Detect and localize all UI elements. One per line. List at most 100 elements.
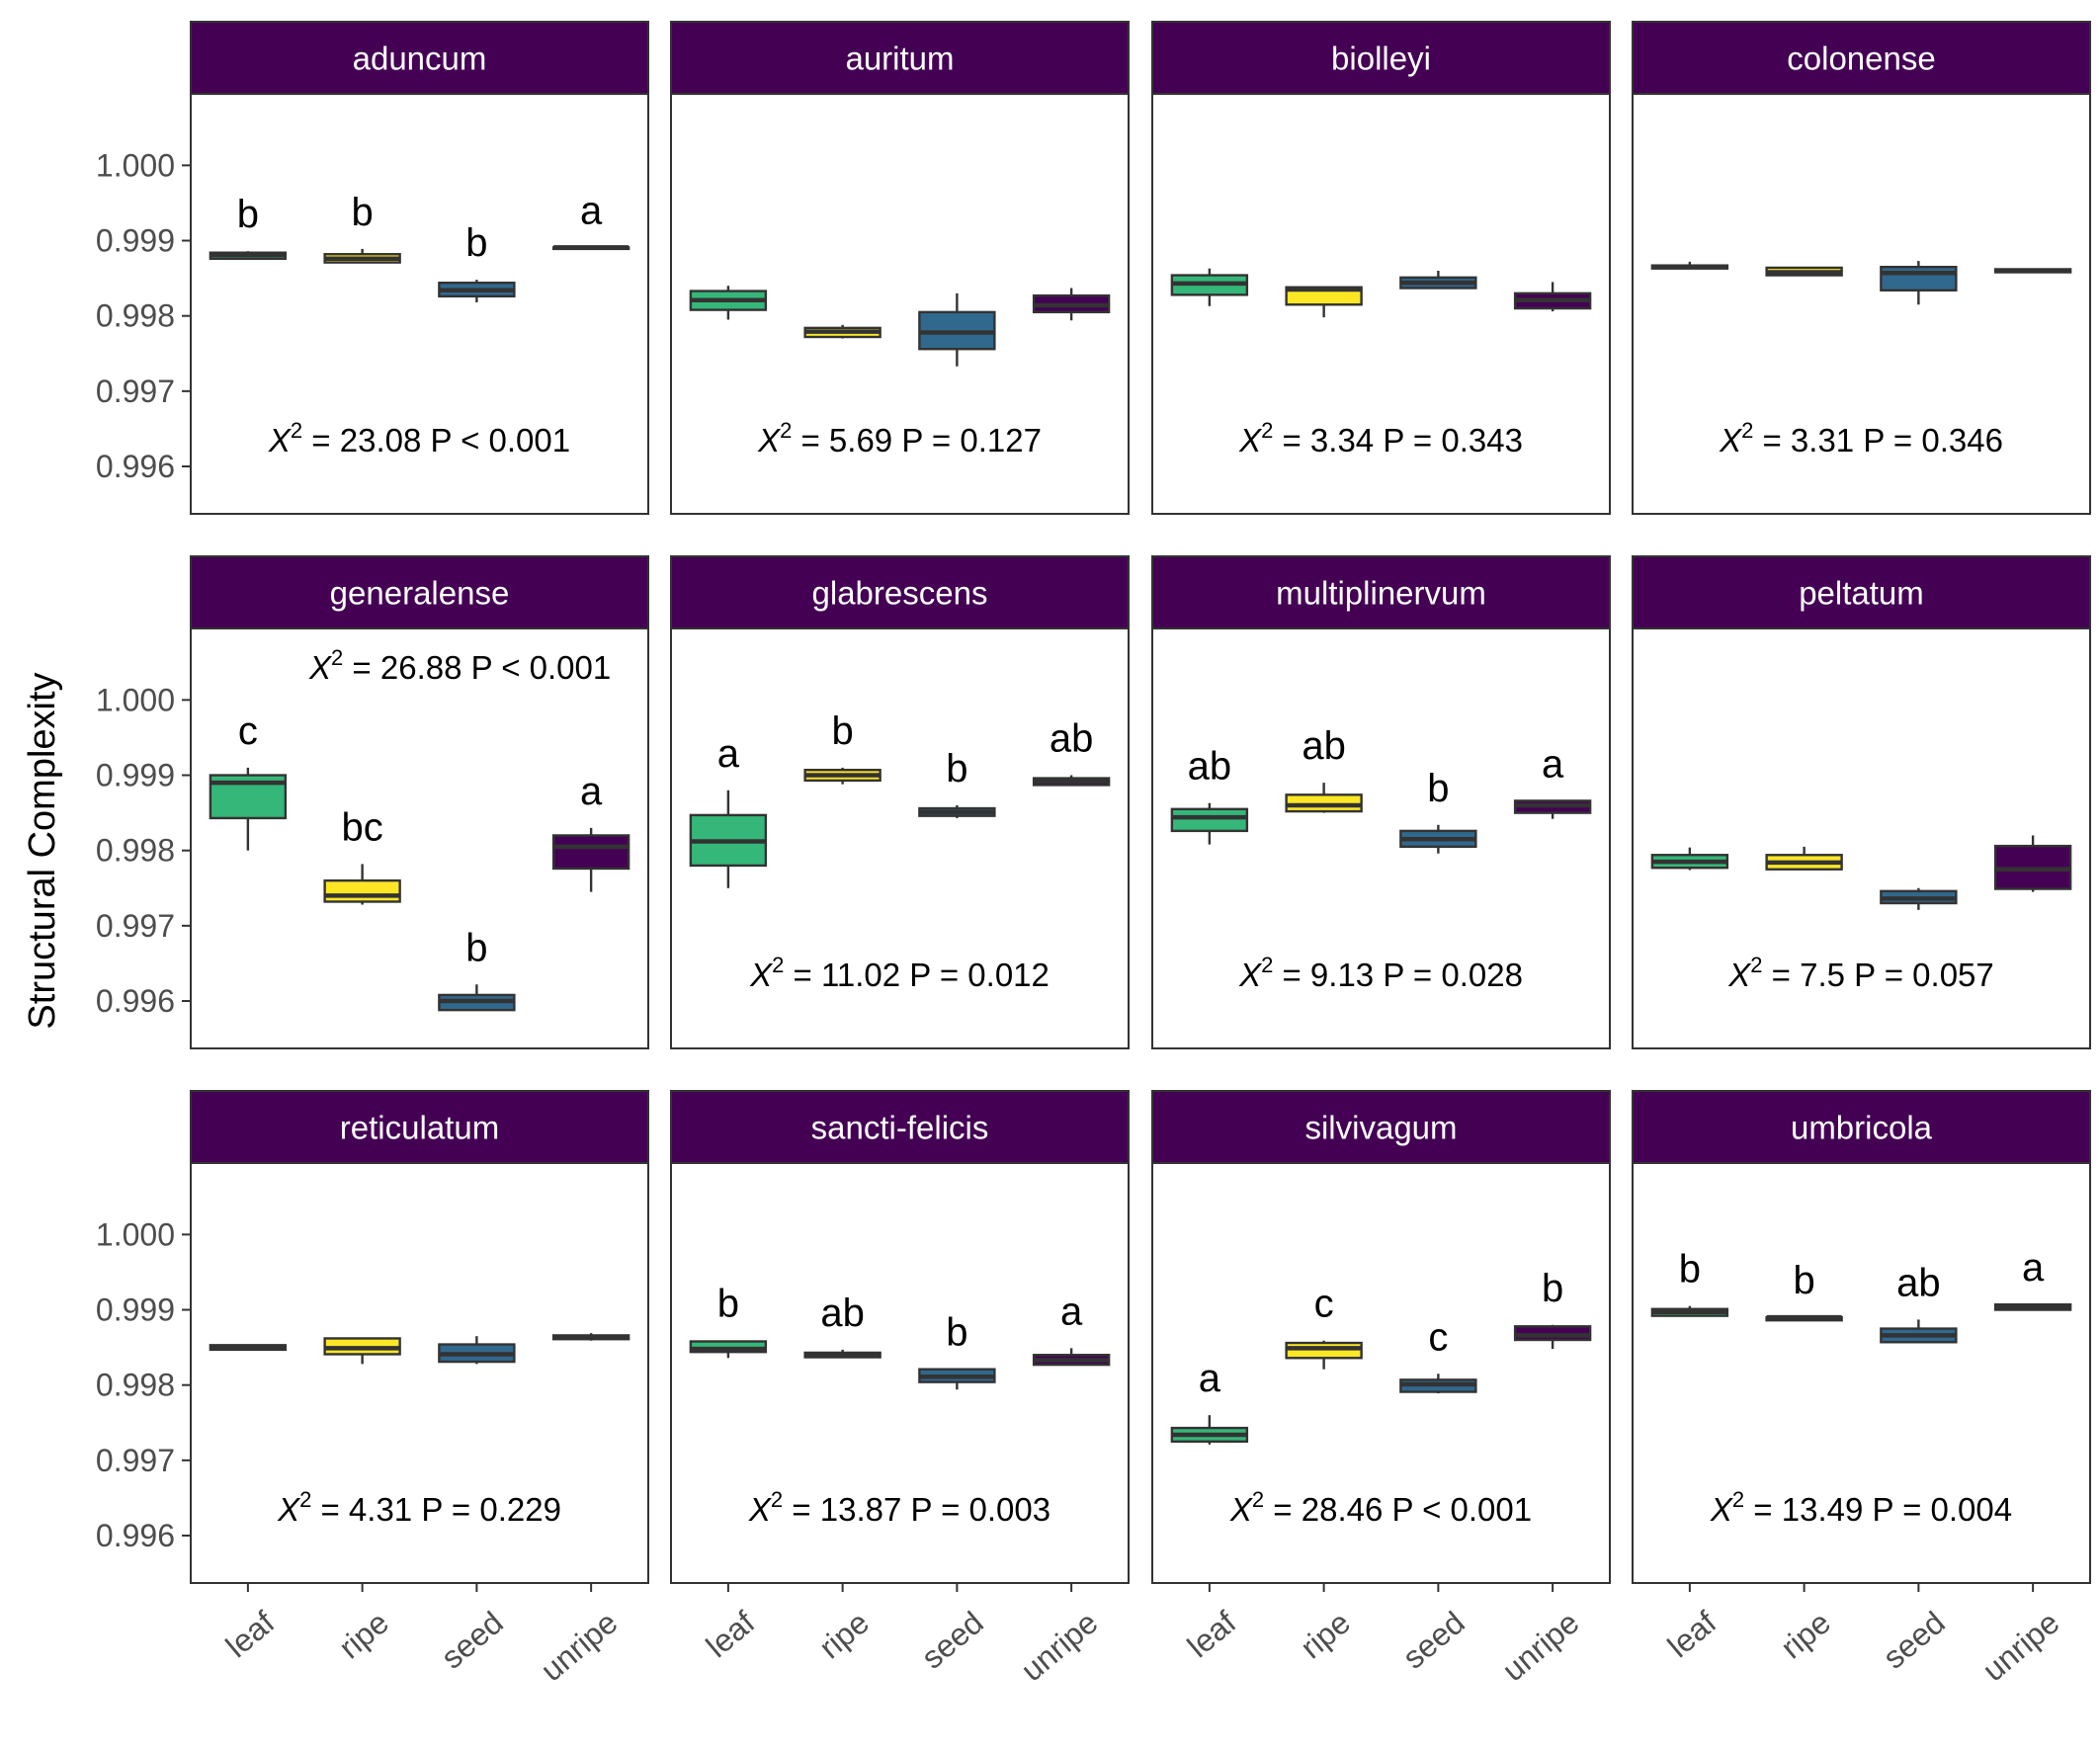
chi-symbol: X [757, 422, 782, 458]
box-unripe: a [1993, 1246, 2072, 1311]
chi-value: = 13.49 P = 0.004 [1744, 1491, 2012, 1528]
box-seed: b [438, 926, 516, 1012]
chi-value: = 26.88 P < 0.001 [343, 649, 611, 686]
box-leaf [209, 1344, 288, 1352]
chi-superscript: 2 [1732, 1487, 1744, 1512]
box-seed: b [1399, 767, 1477, 854]
box-iqr [1285, 1341, 1363, 1360]
y-tick-label: 0.999 [96, 1292, 175, 1328]
panel-frame [1632, 93, 2091, 515]
chi-square-annotation: X2 = 26.88 P < 0.001 [308, 645, 611, 686]
significance-letter: b [1542, 1267, 1563, 1310]
chi-value: = 13.87 P = 0.003 [783, 1491, 1050, 1528]
chi-symbol: X [1238, 422, 1263, 458]
strip-label: umbricola [1791, 1110, 1933, 1146]
chi-symbol: X [749, 957, 774, 993]
chi-value: = 23.08 P < 0.001 [302, 422, 570, 458]
box-ripe: ab [803, 1292, 882, 1359]
chi-value: = 28.46 P < 0.001 [1264, 1491, 1532, 1528]
chi-superscript: 2 [331, 645, 343, 670]
strip-reticulatum [190, 1090, 649, 1164]
chi-square-annotation: X2 = 13.49 P = 0.004 [1710, 1487, 2012, 1528]
significance-letter: a [717, 732, 740, 776]
chi-symbol: X [1710, 1491, 1734, 1528]
strip-label: aduncum [353, 41, 487, 77]
significance-letter: b [465, 221, 487, 265]
chi-superscript: 2 [780, 418, 792, 443]
chi-square-annotation: X2 = 13.87 P = 0.003 [748, 1487, 1050, 1528]
strip-label: biolleyi [1331, 41, 1431, 77]
box-iqr [1513, 1325, 1592, 1342]
significance-letter: b [946, 747, 967, 791]
panel-frame [190, 93, 649, 515]
significance-letter: a [1542, 742, 1564, 786]
box-ripe [1765, 846, 1843, 871]
box-iqr [1880, 265, 1958, 292]
box-ripe [1285, 286, 1363, 318]
y-axis-row-1: 0.996 0.997 0.998 0.999 1.000 [96, 147, 191, 484]
box-ripe [1765, 266, 1843, 277]
chi-superscript: 2 [1741, 418, 1753, 443]
box-iqr [1170, 807, 1249, 833]
chi-square-annotation: X2 = 23.08 P < 0.001 [268, 418, 570, 458]
chi-superscript: 2 [1252, 1487, 1264, 1512]
box-seed [1399, 270, 1477, 290]
strip-aduncum [190, 21, 649, 95]
significance-letter: b [352, 191, 374, 234]
panel-frame [1632, 627, 2091, 1049]
box-unripe [1032, 288, 1111, 321]
panel-frame [190, 1162, 649, 1584]
box-ripe [803, 324, 882, 339]
facet-panel-aduncum: aduncum b b b a X2 = 23.08 P < 0.001 [190, 21, 649, 515]
chi-superscript: 2 [771, 1487, 783, 1512]
box-iqr [1285, 793, 1363, 813]
box-leaf: a [689, 732, 768, 888]
strip-label: silvivagum [1304, 1110, 1457, 1146]
box-unripe: a [1032, 1290, 1111, 1367]
significance-letter: ab [1050, 717, 1094, 761]
facet-panel-auritum: auritum X2 = 5.69 P = 0.127 [670, 21, 1130, 515]
chi-square-annotation: X2 = 3.34 P = 0.343 [1238, 418, 1523, 458]
box-unripe [551, 1333, 630, 1341]
chi-value: = 9.13 P = 0.028 [1273, 957, 1523, 993]
significance-letter: b [832, 709, 854, 753]
box-seed: b [918, 747, 996, 818]
significance-letter: a [1060, 1290, 1083, 1333]
chi-value: = 3.31 P = 0.346 [1753, 422, 2003, 458]
chi-value: = 4.31 P = 0.229 [311, 1491, 561, 1528]
box-leaf: a [1170, 1357, 1249, 1445]
box-ripe: bc [323, 805, 401, 905]
y-tick-label: 0.996 [96, 449, 175, 484]
significance-letter: a [580, 770, 603, 813]
box-ripe: c [1285, 1283, 1363, 1370]
box-seed: c [1399, 1315, 1477, 1394]
box-unripe [1993, 268, 2072, 274]
chi-square-annotation: X2 = 9.13 P = 0.028 [1238, 953, 1523, 993]
y-tick-label: 0.997 [96, 374, 175, 409]
chi-superscript: 2 [1261, 418, 1273, 443]
significance-letter: b [465, 926, 487, 969]
significance-letter: bc [342, 805, 383, 849]
chi-symbol: X [268, 422, 293, 458]
box-seed [918, 292, 996, 367]
box-seed: ab [1880, 1261, 1958, 1344]
chi-value: = 5.69 P = 0.127 [792, 422, 1042, 458]
facet-panel-silvivagum: silvivagum a c c b X2 = 28.46 P < 0.001 [1151, 1090, 1611, 1584]
y-tick-label: 1.000 [96, 682, 175, 717]
box-leaf [689, 286, 768, 320]
box-leaf: b [209, 193, 288, 261]
significance-letter: b [1427, 767, 1449, 810]
chi-value: = 3.34 P = 0.343 [1273, 422, 1523, 458]
strip-sancti-felicis [670, 1090, 1130, 1164]
box-ripe: b [323, 191, 401, 264]
box-leaf [1650, 261, 1729, 270]
strip-auritum [670, 21, 1130, 95]
box-unripe: a [1513, 742, 1592, 819]
chi-square-annotation: X2 = 4.31 P = 0.229 [277, 1487, 561, 1528]
y-tick-label: 1.000 [96, 147, 175, 183]
facet-panel-reticulatum: reticulatum X2 = 4.31 P = 0.229 [190, 1090, 649, 1584]
panel-frame [1151, 627, 1611, 1049]
